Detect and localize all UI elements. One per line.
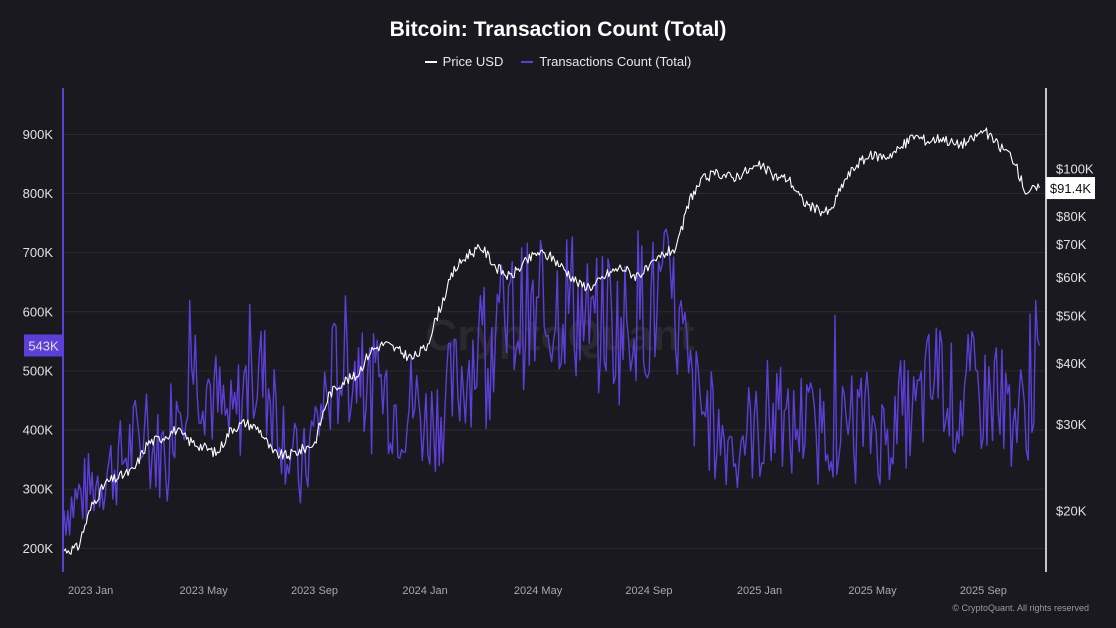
legend-item-transactions[interactable]: Transactions Count (Total) bbox=[521, 54, 691, 69]
current-transactions-label: 543K bbox=[28, 338, 59, 353]
current-transactions-badge bbox=[24, 334, 63, 357]
chart-title: Bitcoin: Transaction Count (Total) bbox=[389, 18, 727, 41]
right-axis-tick-label: $60K bbox=[1056, 270, 1087, 285]
left-axis-tick-label: 900K bbox=[23, 127, 54, 142]
right-axis-tick-label: $80K bbox=[1056, 209, 1087, 224]
left-axis-tick-label: 200K bbox=[23, 541, 54, 556]
legend-swatch-price bbox=[424, 60, 437, 63]
right-axis-tick-label: $50K bbox=[1056, 309, 1087, 324]
x-axis-tick-label: 2024 Jan bbox=[402, 585, 447, 597]
right-axis-tick-label: $100K bbox=[1056, 161, 1094, 176]
left-axis-tick-label: 600K bbox=[23, 304, 54, 319]
x-axis-tick-label: 2024 Sep bbox=[625, 585, 672, 597]
legend-item-price[interactable]: Price USD bbox=[424, 54, 504, 69]
legend-label-price: Price USD bbox=[442, 54, 504, 69]
current-price-label: $91.4K bbox=[1050, 181, 1092, 196]
price-series-line bbox=[63, 127, 1040, 555]
left-axis-tick-label: 300K bbox=[23, 482, 54, 497]
x-axis-tick-label: 2025 Jan bbox=[737, 585, 782, 597]
right-axis-tick-label: $20K bbox=[1056, 503, 1087, 518]
left-axis-tick-label: 700K bbox=[23, 245, 54, 260]
left-axis-tick-label: 800K bbox=[23, 186, 54, 201]
x-axis-tick-label: 2023 Jan bbox=[68, 585, 113, 597]
x-axis-tick-label: 2023 Sep bbox=[291, 585, 338, 597]
legend-label-transactions: Transactions Count (Total) bbox=[539, 54, 692, 69]
legend-swatch-transactions bbox=[521, 60, 534, 63]
x-axis-tick-label: 2024 May bbox=[514, 585, 563, 597]
left-axis-tick-label: 500K bbox=[23, 363, 54, 378]
chart-legend: Price USD Transactions Count (Total) bbox=[0, 54, 1116, 69]
x-axis-tick-label: 2025 Sep bbox=[960, 585, 1007, 597]
right-axis-tick-label: $70K bbox=[1056, 237, 1087, 252]
x-axis-tick-label: 2023 May bbox=[179, 585, 228, 597]
right-axis-tick-label: $30K bbox=[1056, 417, 1087, 432]
left-axis-tick-label: 400K bbox=[23, 423, 54, 438]
copyright-text: © CryptoQuant. All rights reserved bbox=[952, 603, 1089, 613]
current-price-badge bbox=[1046, 177, 1095, 200]
right-axis-tick-label: $40K bbox=[1056, 356, 1087, 371]
transactions-series-line bbox=[63, 228, 1041, 536]
x-axis-tick-label: 2025 May bbox=[848, 585, 897, 597]
